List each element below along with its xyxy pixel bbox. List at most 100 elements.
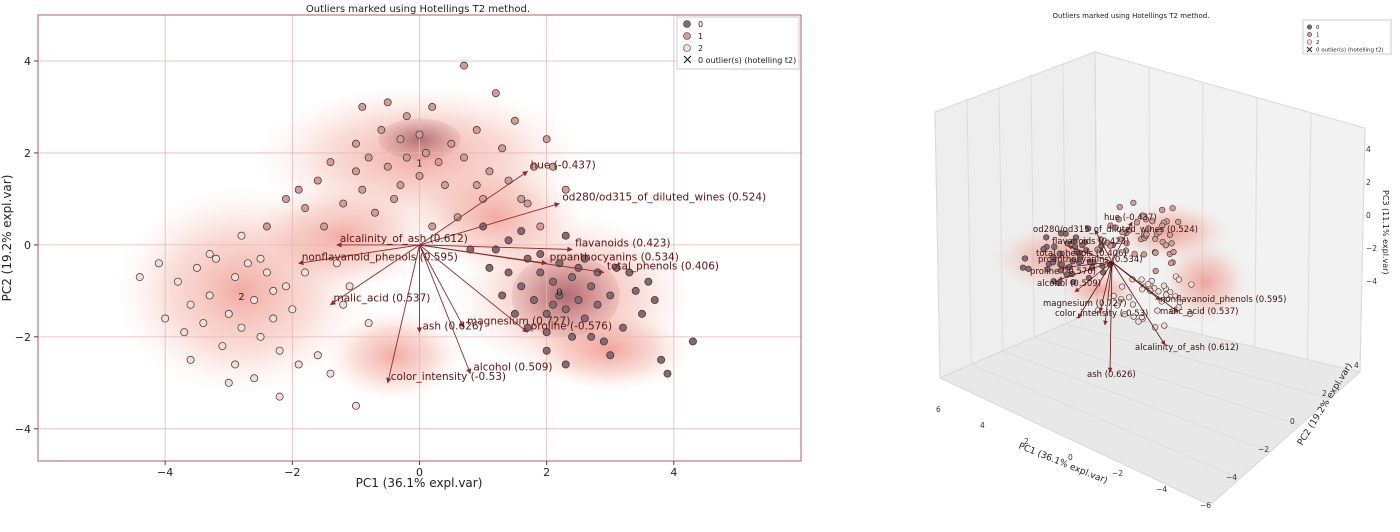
loading-arrow xyxy=(386,244,420,384)
legend-marker xyxy=(683,32,691,40)
legend-box-3d xyxy=(1302,19,1392,55)
point-3d-cluster-1 xyxy=(1104,239,1111,246)
loading-arrow-3d xyxy=(1107,261,1113,373)
point-cluster-0 xyxy=(466,245,475,254)
point-cluster-1 xyxy=(440,181,449,190)
point-3d-cluster-0 xyxy=(1040,246,1047,253)
loading-arrow xyxy=(419,244,605,275)
loading-label: nonflavanoid_phenols (0.595) xyxy=(302,251,458,263)
point-3d-cluster-1 xyxy=(1119,228,1126,236)
y-tick-label-3d: 4 xyxy=(1354,361,1359,370)
loading-arrow-3d xyxy=(1111,261,1166,346)
legend-box xyxy=(676,16,800,70)
point-3d-cluster-1 xyxy=(1159,206,1166,214)
loading-arrow xyxy=(419,244,472,375)
point-cluster-1 xyxy=(390,194,399,203)
point-3d-cluster-2 xyxy=(1163,291,1170,298)
point-cluster-2 xyxy=(269,286,278,295)
point-cluster-1 xyxy=(491,89,500,98)
point-cluster-2 xyxy=(193,263,201,272)
point-cluster-0 xyxy=(568,332,577,341)
loading-arrow-3d xyxy=(1098,261,1113,313)
point-3d-cluster-1 xyxy=(1143,231,1150,238)
point-3d-cluster-1 xyxy=(1133,219,1141,226)
point-3d-cluster-2 xyxy=(1138,276,1145,283)
point-cluster-0 xyxy=(593,268,602,277)
loading-label: alcalinity_of_ash (0.612) xyxy=(340,233,468,245)
point-cluster-0 xyxy=(657,355,666,364)
point-3d-cluster-2 xyxy=(1121,311,1128,318)
point-cluster-2 xyxy=(154,259,163,268)
point-3d-cluster-0 xyxy=(1085,225,1092,232)
cluster-label: 1 xyxy=(416,159,422,170)
point-cluster-0 xyxy=(555,259,564,268)
y-tick-label: 0 xyxy=(24,239,31,252)
loading-label-3d: flavanoids (0.423) xyxy=(1052,237,1129,247)
point-3d-cluster-0 xyxy=(1072,234,1080,241)
grid-line xyxy=(1359,127,1366,373)
point-cluster-0 xyxy=(574,296,583,305)
point-3d-cluster-2 xyxy=(1154,307,1161,314)
point-cluster-1 xyxy=(262,222,271,231)
point-cluster-0 xyxy=(549,300,557,309)
point-cluster-2 xyxy=(199,319,208,328)
point-cluster-1 xyxy=(358,103,367,111)
loading-label: total_phenols (0.406) xyxy=(607,260,719,272)
loading-label-3d: hue (-0.437) xyxy=(1104,213,1157,223)
point-cluster-1 xyxy=(396,181,405,190)
point-cluster-1 xyxy=(320,222,329,231)
point-cluster-1 xyxy=(510,116,519,125)
point-3d-cluster-2 xyxy=(1139,286,1146,293)
point-cluster-2 xyxy=(231,360,240,369)
y-tick-label: 2 xyxy=(24,147,31,160)
point-cluster-2 xyxy=(326,369,335,378)
legend-label-3d: 2 xyxy=(1316,40,1320,46)
point-cluster-2 xyxy=(288,305,297,314)
point-3d-cluster-0 xyxy=(1079,242,1086,249)
chart-2d-title: Outliers marked using Hotellings T2 meth… xyxy=(306,4,530,15)
loading-label-3d: color_intensity (-0.53) xyxy=(1055,309,1148,319)
point-cluster-2 xyxy=(231,273,240,282)
point-cluster-0 xyxy=(650,296,659,305)
loading-arrow xyxy=(419,244,465,329)
loading-arrows: hue (-0.437) od280/od315_of_diluted_wines… xyxy=(298,159,766,384)
point-3d-cluster-2 xyxy=(1145,281,1152,288)
point-cluster-0 xyxy=(536,268,545,277)
loading-label-3d: alcohol (0.509) xyxy=(1037,279,1101,289)
x-tick-label-3d: −4 xyxy=(1156,485,1167,494)
point-cluster-0 xyxy=(587,332,596,341)
loading-arrow xyxy=(330,244,420,306)
point-cluster-1 xyxy=(371,208,379,217)
point-cluster-0 xyxy=(510,309,519,318)
point-cluster-0 xyxy=(619,323,627,332)
point-cluster-0 xyxy=(485,263,494,272)
point-cluster-0 xyxy=(599,337,608,346)
point-3d-cluster-1 xyxy=(1139,212,1146,219)
point-3d-cluster-1 xyxy=(1168,240,1175,247)
point-cluster-0 xyxy=(542,346,551,355)
point-3d-cluster-2 xyxy=(1186,310,1194,317)
legend-3d: 0 12 0 outlier(s) (hotelling t2) xyxy=(1302,19,1392,55)
point-cluster-0 xyxy=(517,227,526,236)
point-cluster-0 xyxy=(631,286,640,295)
loading-label-3d: alcalinity_of_ash (0.612) xyxy=(1135,343,1239,353)
loading-label: od280/od315_of_diluted_wines (0.524) xyxy=(562,192,766,204)
grid-line xyxy=(998,87,1004,351)
loading-label: hue (-0.437) xyxy=(531,159,596,171)
point-cluster-2 xyxy=(282,282,290,291)
loading-label: proline (-0.576) xyxy=(531,320,613,332)
cluster-labels: 0 1 2 xyxy=(238,159,562,303)
legend-marker xyxy=(683,20,691,28)
grid-line xyxy=(971,363,1241,479)
loading-label: malic_acid (0.537) xyxy=(333,293,430,305)
z-tick-label-3d: 4 xyxy=(1366,145,1371,154)
point-cluster-1 xyxy=(428,222,437,231)
cluster-label: 2 xyxy=(238,292,244,303)
loading-label: magnesium (0.727) xyxy=(467,316,570,328)
point-cluster-2 xyxy=(205,250,214,259)
x-axis-label: PC1 (36.1% expl.var) xyxy=(356,476,483,490)
point-cluster-0 xyxy=(593,300,602,309)
x-tick-label: −2 xyxy=(284,466,300,479)
point-3d-cluster-2 xyxy=(1110,292,1117,300)
point-3d-cluster-0 xyxy=(1077,253,1084,260)
